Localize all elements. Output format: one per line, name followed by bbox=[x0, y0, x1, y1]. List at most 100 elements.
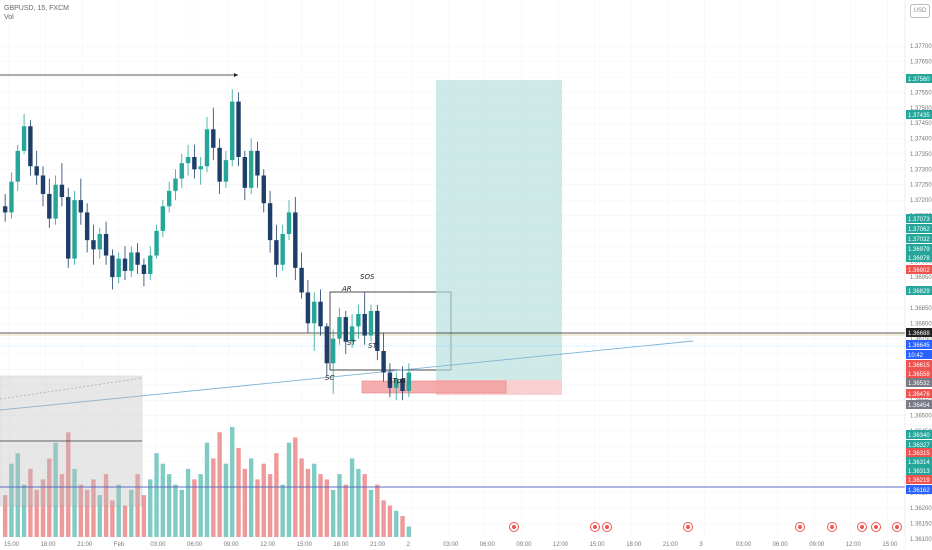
candle[interactable] bbox=[343, 310, 348, 355]
price-badge[interactable]: 1.36313 bbox=[906, 466, 932, 475]
candle[interactable] bbox=[242, 150, 248, 201]
candle[interactable] bbox=[381, 332, 386, 382]
candle[interactable] bbox=[78, 178, 84, 225]
candle[interactable] bbox=[185, 144, 191, 176]
candle[interactable] bbox=[375, 304, 380, 361]
economic-event-icon[interactable] bbox=[871, 522, 881, 532]
candle[interactable] bbox=[66, 187, 71, 268]
economic-event-icon[interactable] bbox=[602, 522, 612, 532]
candle[interactable] bbox=[305, 280, 311, 333]
candle[interactable] bbox=[255, 141, 260, 188]
price-badge[interactable]: 1.37032 bbox=[906, 234, 932, 243]
candle[interactable] bbox=[400, 366, 405, 401]
candle[interactable] bbox=[324, 323, 330, 376]
candle[interactable] bbox=[91, 224, 96, 265]
candle[interactable] bbox=[330, 329, 336, 395]
economic-event-icon[interactable] bbox=[590, 522, 600, 532]
candle[interactable] bbox=[286, 200, 292, 241]
price-badge[interactable]: 1.36615 bbox=[906, 360, 932, 369]
candle[interactable] bbox=[110, 249, 115, 290]
time-axis-bg[interactable] bbox=[0, 537, 905, 550]
candle[interactable] bbox=[141, 258, 147, 287]
price-badge[interactable]: 1.36340 bbox=[906, 430, 932, 439]
candle[interactable] bbox=[280, 224, 285, 271]
candle[interactable] bbox=[116, 252, 121, 284]
price-badge[interactable]: 1.36315 bbox=[906, 448, 932, 457]
candle[interactable] bbox=[166, 181, 172, 213]
price-badge[interactable]: 1.36314 bbox=[906, 457, 932, 466]
candle[interactable] bbox=[318, 289, 323, 336]
candle[interactable] bbox=[192, 144, 197, 179]
candle[interactable] bbox=[261, 169, 266, 213]
stop-box[interactable] bbox=[361, 380, 507, 394]
price-badge[interactable]: 1.36829 bbox=[906, 286, 932, 295]
price-badge[interactable]: 1.36645 bbox=[906, 340, 932, 349]
candle[interactable] bbox=[349, 314, 355, 348]
candle[interactable] bbox=[362, 292, 367, 345]
candle[interactable] bbox=[129, 246, 134, 278]
economic-event-icon[interactable] bbox=[857, 522, 867, 532]
candle[interactable] bbox=[299, 252, 304, 299]
symbol-title[interactable]: GBPUSD, 15, FXCM bbox=[4, 5, 69, 12]
candle[interactable] bbox=[47, 178, 52, 228]
candle[interactable] bbox=[148, 246, 153, 281]
volume-indicator-label[interactable]: Vol bbox=[4, 14, 14, 21]
price-badge[interactable]: 1.36558 bbox=[906, 369, 932, 378]
price-badge[interactable]: 1.37560 bbox=[906, 74, 932, 83]
candle[interactable] bbox=[312, 292, 317, 351]
candle[interactable] bbox=[21, 113, 27, 154]
candle[interactable] bbox=[103, 221, 109, 265]
candle[interactable] bbox=[223, 150, 229, 188]
candle[interactable] bbox=[204, 116, 210, 173]
candle[interactable] bbox=[34, 150, 39, 185]
price-badge[interactable]: 1.36902 bbox=[906, 265, 932, 274]
economic-event-icon[interactable] bbox=[795, 522, 805, 532]
candle[interactable] bbox=[154, 224, 159, 259]
candle[interactable] bbox=[160, 200, 166, 238]
candle[interactable] bbox=[406, 363, 412, 398]
candle[interactable] bbox=[293, 197, 298, 281]
candle[interactable] bbox=[179, 153, 184, 188]
price-badge[interactable]: 1.36162 bbox=[906, 485, 932, 494]
trend-line[interactable] bbox=[0, 340, 694, 411]
candle[interactable] bbox=[236, 92, 241, 167]
candle[interactable] bbox=[53, 175, 58, 225]
candle[interactable] bbox=[135, 243, 140, 274]
price-badge[interactable]: 1.36454 bbox=[906, 400, 932, 409]
price-badge[interactable]: 1.37062 bbox=[906, 224, 932, 233]
economic-event-icon[interactable] bbox=[683, 522, 693, 532]
economic-event-icon[interactable] bbox=[509, 522, 519, 532]
candle[interactable] bbox=[368, 304, 374, 342]
candle[interactable] bbox=[40, 166, 46, 207]
candle[interactable] bbox=[84, 203, 90, 253]
range-box[interactable] bbox=[329, 291, 452, 371]
economic-event-icon[interactable] bbox=[827, 522, 837, 532]
price-badge[interactable]: 1.36327 bbox=[906, 440, 932, 449]
price-badge[interactable]: 1.37073 bbox=[906, 214, 932, 223]
price-badge[interactable]: 1.36979 bbox=[906, 244, 932, 253]
economic-event-icon[interactable] bbox=[892, 522, 902, 532]
candle[interactable] bbox=[173, 169, 178, 201]
price-badge[interactable]: 1.37435 bbox=[906, 110, 932, 119]
candle[interactable] bbox=[9, 172, 14, 219]
candle[interactable] bbox=[97, 227, 102, 259]
candle[interactable] bbox=[274, 224, 279, 278]
currency-button[interactable]: USD bbox=[910, 4, 930, 18]
candle[interactable] bbox=[217, 138, 222, 194]
candle[interactable] bbox=[337, 307, 342, 345]
candle[interactable] bbox=[15, 144, 20, 191]
candle[interactable] bbox=[122, 246, 128, 281]
price-badge[interactable]: 1.36978 bbox=[906, 253, 932, 262]
price-badge[interactable]: 1.36532 bbox=[906, 378, 932, 387]
candle[interactable] bbox=[356, 304, 361, 339]
candle[interactable] bbox=[198, 157, 203, 185]
candle[interactable] bbox=[72, 190, 77, 265]
price-badge[interactable]: 1.36219 bbox=[906, 475, 932, 484]
candle[interactable] bbox=[230, 89, 235, 167]
candle[interactable] bbox=[2, 193, 8, 222]
target-zone[interactable] bbox=[436, 80, 562, 380]
price-badge[interactable]: 1.36476 bbox=[906, 389, 932, 398]
candle[interactable] bbox=[248, 138, 254, 194]
